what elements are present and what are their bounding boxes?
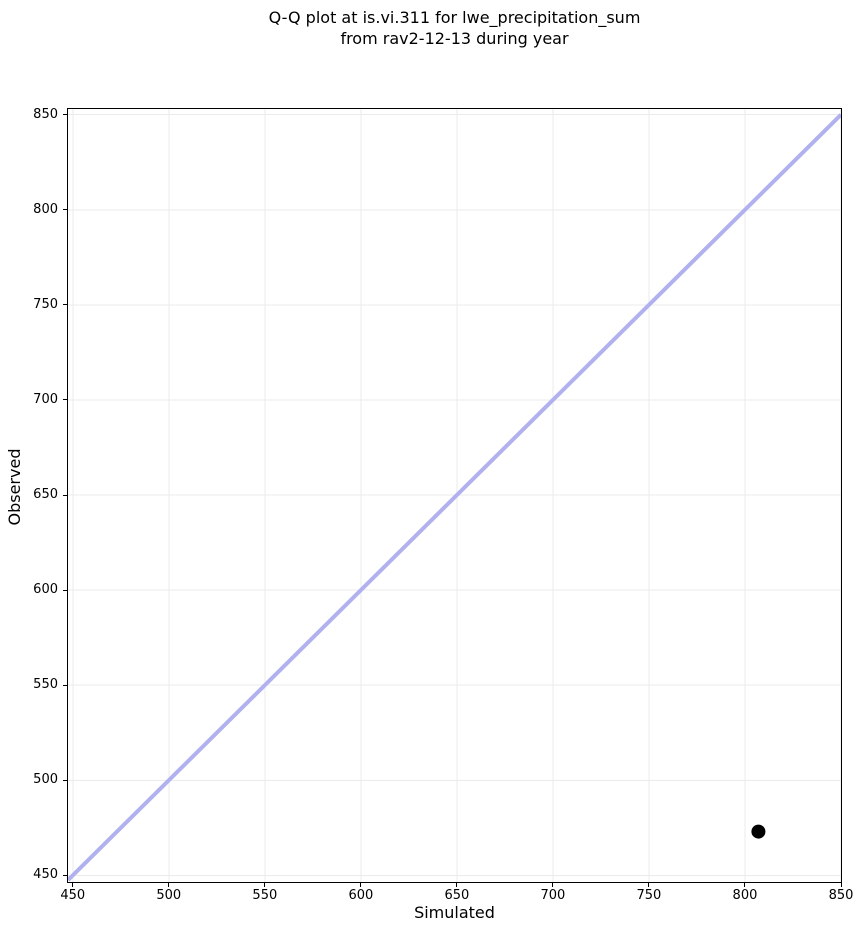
y-tick-mark: [63, 589, 67, 591]
data-point: [751, 824, 766, 839]
y-tick-label: 850: [33, 106, 58, 122]
chart-title-line-2: from rav2-12-13 during year: [340, 29, 569, 48]
x-tick-label: 500: [156, 888, 182, 903]
x-tick-mark: [72, 883, 74, 887]
x-tick-label: 550: [252, 888, 278, 903]
y-tick-label: 750: [33, 296, 58, 312]
x-tick-label: 450: [60, 888, 86, 903]
plot-canvas: [68, 109, 841, 882]
y-tick-mark: [63, 684, 67, 686]
x-tick-mark: [840, 883, 842, 887]
y-tick-mark: [63, 874, 67, 876]
x-tick-mark: [264, 883, 266, 887]
chart-title-line-1: Q-Q plot at is.vi.311 for lwe_precipitat…: [268, 8, 641, 27]
x-tick-label: 800: [732, 888, 758, 903]
plot-area: [67, 108, 842, 883]
y-tick-mark: [63, 304, 67, 306]
x-tick-mark: [744, 883, 746, 887]
x-tick-label: 700: [540, 888, 566, 903]
x-tick-label: 850: [828, 888, 854, 903]
y-tick-label: 800: [33, 201, 58, 217]
y-tick-label: 450: [33, 867, 58, 883]
x-tick-label: 600: [348, 888, 374, 903]
chart-title: Q-Q plot at is.vi.311 for lwe_precipitat…: [68, 7, 841, 49]
x-axis-label: Simulated: [414, 903, 495, 922]
y-tick-label: 700: [33, 391, 58, 407]
x-tick-mark: [552, 883, 554, 887]
y-tick-mark: [63, 399, 67, 401]
x-tick-mark: [168, 883, 170, 887]
x-tick-label: 650: [444, 888, 470, 903]
x-tick-mark: [360, 883, 362, 887]
y-tick-label: 600: [33, 582, 58, 598]
x-tick-mark: [648, 883, 650, 887]
x-tick-mark: [456, 883, 458, 887]
identity-line: [68, 113, 841, 882]
y-tick-label: 550: [33, 677, 58, 693]
y-tick-mark: [63, 114, 67, 116]
y-tick-mark: [63, 209, 67, 211]
y-tick-mark: [63, 779, 67, 781]
y-tick-label: 650: [33, 487, 58, 503]
y-tick-label: 500: [33, 772, 58, 788]
x-tick-label: 750: [636, 888, 662, 903]
y-tick-mark: [63, 494, 67, 496]
